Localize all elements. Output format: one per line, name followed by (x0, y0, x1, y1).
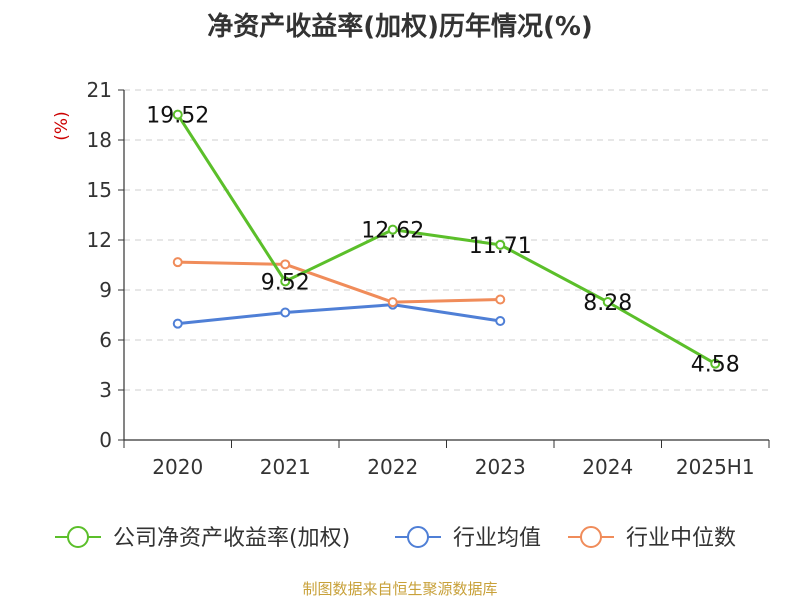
x-tick-label: 2025H1 (676, 455, 755, 479)
legend-marker (407, 526, 429, 548)
data-point (172, 318, 183, 329)
data-point (172, 257, 183, 268)
series-line (176, 113, 716, 365)
data-point (280, 307, 291, 318)
x-tick-label: 2022 (367, 455, 418, 479)
data-label: 11.71 (469, 234, 532, 259)
data-point (602, 297, 613, 307)
data-point (280, 276, 291, 287)
legend-label: 行业均值 (453, 526, 541, 551)
y-tick-label: 3 (99, 378, 112, 402)
y-tick-label: 12 (87, 228, 112, 252)
data-label: 12.62 (361, 219, 424, 244)
x-tick-label: 2021 (260, 455, 311, 479)
y-tick-label: 21 (87, 78, 112, 102)
data-labels: 19.52 9.52 12.62 11.71 8.28 4.58 (146, 104, 739, 378)
data-point (387, 297, 398, 308)
chart-title: 净资产收益率(加权)历年情况(%) (207, 12, 593, 42)
data-point (495, 239, 506, 250)
data-point (280, 259, 291, 270)
legend-label: 行业中位数 (626, 526, 736, 551)
data-label: 8.28 (583, 291, 632, 316)
y-tick-label: 6 (99, 328, 112, 352)
data-label: 9.52 (261, 270, 310, 295)
legend: 公司净资产收益率(加权) 行业均值 行业中位数 (55, 526, 736, 551)
x-tick-label: 2023 (475, 455, 526, 479)
series-lines (172, 109, 721, 369)
x-tick-label: 2020 (152, 455, 203, 479)
y-tick-label: 18 (87, 128, 112, 152)
data-label: 4.58 (691, 353, 740, 378)
y-tick-label: 9 (99, 278, 112, 302)
gridlines (124, 89, 769, 391)
legend-marker (67, 526, 89, 548)
source-footer: 制图数据来自恒生聚源数据库 (302, 580, 498, 598)
data-point (495, 294, 506, 305)
axes: 0 3 6 9 12 15 18 21 (%) 2020 2021 2022 2023 2024 2025H… (52, 78, 770, 479)
y-tick-label: 15 (87, 178, 112, 202)
data-point (710, 358, 721, 369)
data-point (387, 224, 398, 235)
data-point (172, 109, 183, 120)
series-line (177, 260, 501, 304)
data-label: 19.52 (146, 104, 209, 129)
series-line (177, 303, 501, 326)
x-tick-label: 2024 (582, 455, 633, 479)
legend-label: 公司净资产收益率(加权) (113, 526, 350, 551)
y-axis-unit-label: (%) (52, 111, 72, 140)
legend-marker (580, 526, 602, 548)
data-point (495, 316, 506, 326)
y-tick-label: 0 (99, 428, 112, 452)
